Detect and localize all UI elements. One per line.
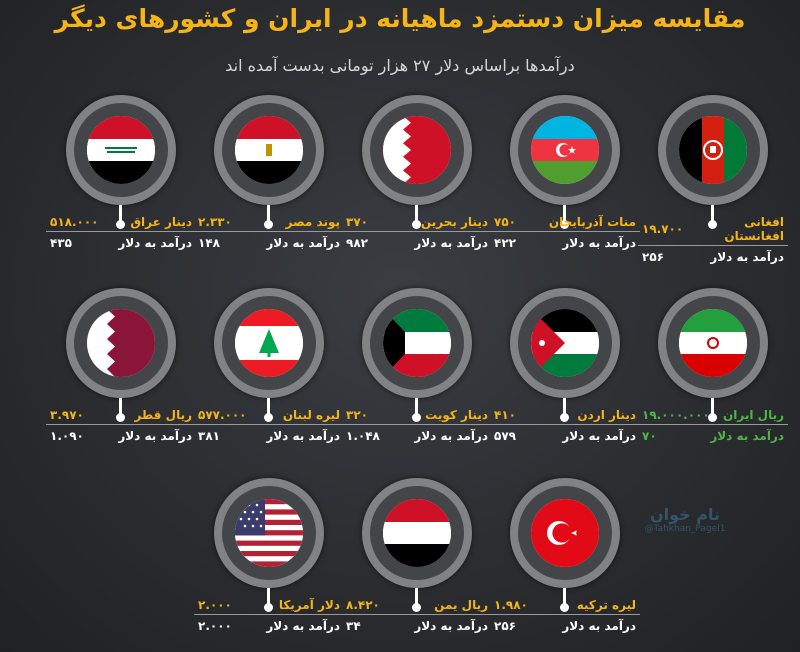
wage-value: ۸.۴۲۰: [346, 598, 380, 612]
card-lebanon: لیره لبنان ۵۷۷.۰۰۰ درآمد به دلار ۳۸۱: [194, 288, 344, 458]
card-bahrain: دینار بحرین ۳۷۰ درآمد به دلار ۹۸۲: [342, 95, 492, 265]
income-label: درآمد به دلار: [414, 429, 488, 443]
usd-value: ۲۵۶: [494, 619, 516, 633]
usd-value: ۱.۰۴۸: [346, 429, 380, 443]
watermark-handle: @Tahkhan_Pagel1: [644, 524, 726, 534]
wage-value: ۷۵۰: [494, 215, 516, 229]
currency-name: دینار اردن: [577, 408, 636, 422]
jordan-flag-icon: [531, 309, 599, 377]
card-kuwait: دینار کویت ۳۲۰ درآمد به دلار ۱.۰۴۸: [342, 288, 492, 458]
income-label: درآمد به دلار: [414, 619, 488, 633]
wage-value: ۳۷۰: [346, 215, 368, 229]
card-jordan: دینار اردن ۴۱۰ درآمد به دلار ۵۷۹: [490, 288, 640, 458]
currency-name: لیره لبنان: [282, 408, 340, 422]
qatar-flag-icon: [87, 309, 155, 377]
bahrain-flag-icon: [383, 116, 451, 184]
usd-value: ۵۷۹: [494, 429, 516, 443]
income-label: درآمد به دلار: [118, 236, 192, 250]
usd-value: ۹۸۲: [346, 236, 368, 250]
card-yemen: ریال یمن ۸.۴۲۰ درآمد به دلار ۳۴: [342, 478, 492, 648]
usa-flag-icon: [235, 499, 303, 567]
usd-value: ۴۳۵: [50, 236, 72, 250]
usd-value: ۱.۰۹۰: [50, 429, 84, 443]
wage-value: ۴۱۰: [494, 408, 516, 422]
currency-name: ریال قطر: [134, 408, 192, 422]
page-title: مقایسه میزان دستمزد ماهیانه در ایران و ک…: [54, 4, 746, 33]
usd-value: ۱۴۸: [198, 236, 220, 250]
card-iraq: دینار عراق ۵۱۸.۰۰۰ درآمد به دلار ۴۳۵: [46, 95, 196, 265]
card-turkey: لیره ترکیه ۱.۹۸۰ درآمد به دلار ۲۵۶: [490, 478, 640, 648]
card-iran: ریال ایران ۱۹.۰۰۰.۰۰۰ درآمد به دلار ۷۰: [638, 288, 788, 458]
income-label: درآمد به دلار: [562, 236, 636, 250]
currency-name: منات آذربایجان: [548, 215, 636, 229]
watermark-logo: نام خوان @Tahkhan_Pagel1: [640, 505, 730, 534]
card-usa: دلار آمریکا ۲.۰۰۰ درآمد به دلار ۲.۰۰۰: [194, 478, 344, 648]
income-label: درآمد به دلار: [710, 429, 784, 443]
currency-name: دلار آمریکا: [278, 598, 340, 612]
usd-value: ۳۸۱: [198, 429, 220, 443]
income-label: درآمد به دلار: [414, 236, 488, 250]
currency-name: افغانی افغانستان: [724, 215, 784, 243]
currency-name: دینار کویت: [425, 408, 488, 422]
lebanon-flag-icon: [235, 309, 303, 377]
income-label: درآمد به دلار: [266, 429, 340, 443]
wage-value: ۵۱۸.۰۰۰: [50, 215, 99, 229]
wage-value: ۲.۰۰۰: [198, 598, 232, 612]
income-label: درآمد به دلار: [266, 619, 340, 633]
yemen-flag-icon: [383, 499, 451, 567]
usd-value: ۲.۰۰۰: [198, 619, 232, 633]
iran-flag-icon: [679, 309, 747, 377]
currency-name: دینار بحرین: [420, 215, 488, 229]
currency-name: ریال ایران: [723, 408, 784, 422]
wage-value: ۳۲۰: [346, 408, 368, 422]
turkey-flag-icon: [531, 499, 599, 567]
kuwait-flag-icon: [383, 309, 451, 377]
currency-name: دینار عراق: [130, 215, 192, 229]
income-label: درآمد به دلار: [562, 429, 636, 443]
income-label: درآمد به دلار: [710, 250, 784, 264]
wage-value: ۱۹.۷۰۰: [642, 222, 684, 236]
card-azerbaijan: منات آذربایجان ۷۵۰ درآمد به دلار ۴۲۲: [490, 95, 640, 265]
card-afghanistan: افغانی افغانستان ۱۹.۷۰۰ درآمد به دلار ۲۵۶: [638, 95, 788, 265]
usd-value: ۳۴: [346, 619, 361, 633]
usd-value: ۲۵۶: [642, 250, 664, 264]
currency-name: ریال یمن: [434, 598, 488, 612]
card-qatar: ریال قطر ۳.۹۷۰ درآمد به دلار ۱.۰۹۰: [46, 288, 196, 458]
income-label: درآمد به دلار: [118, 429, 192, 443]
egypt-flag-icon: [235, 116, 303, 184]
wage-value: ۱.۹۸۰: [494, 598, 528, 612]
page-subtitle: درآمدها براساس دلار ۲۷ هزار تومانی بدست …: [225, 56, 575, 75]
wage-value: ۳.۹۷۰: [50, 408, 84, 422]
currency-name: پوند مصر: [285, 215, 340, 229]
income-label: درآمد به دلار: [562, 619, 636, 633]
wage-value: ۲.۳۳۰: [198, 215, 232, 229]
usd-value: ۴۲۲: [494, 236, 516, 250]
iraq-flag-icon: [87, 116, 155, 184]
income-label: درآمد به دلار: [266, 236, 340, 250]
card-egypt: پوند مصر ۲.۳۳۰ درآمد به دلار ۱۴۸: [194, 95, 344, 265]
currency-name: لیره ترکیه: [576, 598, 636, 612]
wage-value: ۱۹.۰۰۰.۰۰۰: [642, 408, 710, 422]
afghanistan-flag-icon: [679, 116, 747, 184]
usd-value: ۷۰: [642, 429, 657, 443]
watermark-name: نام خوان: [649, 505, 720, 524]
azerbaijan-flag-icon: [531, 116, 599, 184]
wage-value: ۵۷۷.۰۰۰: [198, 408, 247, 422]
